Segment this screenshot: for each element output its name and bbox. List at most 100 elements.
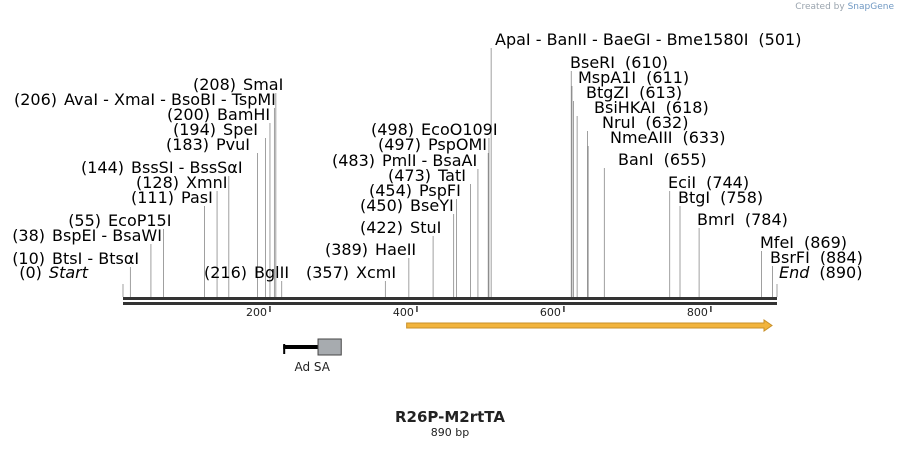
site-position: (890) (819, 263, 862, 282)
site-mspa1i: MspA1I (611) (578, 68, 689, 87)
site-bsssi-bsss-i: (144) BssSI - BssSαI (81, 158, 243, 177)
site-labels: (10) BtsI - BtsαI (0) Start(38) BspEI - BsaW… (12, 30, 863, 282)
site-spei: (194) SpeI (173, 120, 258, 139)
site-ecii: EciI (744) (668, 173, 749, 192)
site-name: PspOMI (428, 135, 487, 154)
site-name: BmrI (697, 210, 735, 229)
site-name: PmlI - BsaAI (382, 151, 477, 170)
site-bglii: (216) BglII (204, 263, 289, 282)
site-position: (200) (167, 105, 210, 124)
site-position: (497) (378, 135, 421, 154)
site-position: (422) (360, 218, 403, 237)
site-position: (55) (68, 211, 101, 230)
site-avai-xmai-bsobi-tspmi: (206) AvaI - XmaI - BsoBI - TspMI (14, 90, 276, 109)
tick-label: 400 (393, 306, 414, 319)
site-position: (208) (193, 75, 236, 94)
features-track: Ad SA (283, 319, 773, 374)
snapgene-logo: SnapGene (847, 2, 894, 12)
site-name: PspFI (419, 181, 461, 200)
site-position: (450) (360, 196, 403, 215)
site-position: (758) (720, 188, 763, 207)
site-name: BseYI (410, 196, 454, 215)
site-stui: (422) StuI (360, 218, 441, 237)
site-position: (618) (666, 98, 709, 117)
rttA-feature-arrow (406, 319, 773, 332)
site-position: (389) (325, 240, 368, 259)
snapgene-credit: Created by SnapGene (795, 2, 894, 12)
sequence-name: R26P-M2rtTA (395, 408, 505, 426)
site-pspomi: (497) PspOMI (378, 135, 487, 154)
site-position: (784) (745, 210, 788, 229)
site-ecop15i: (55) EcoP15I (68, 211, 171, 230)
site-pmli-bsaai: (483) PmlI - BsaAI (332, 151, 477, 170)
site-name: EcoP15I (108, 211, 171, 230)
tick-label: 800 (687, 306, 708, 319)
site-position: (610) (625, 53, 668, 72)
site-pspfi: (454) PspFI (369, 181, 461, 200)
site-name: BspEI - BsaWI (52, 226, 162, 245)
site-position: (111) (131, 188, 174, 207)
site-name: BseRI (570, 53, 615, 72)
site-name: ApaI - BanII - BaeGI - Bme1580I (495, 30, 748, 49)
ruler-ticks: 200 400 600 800 (246, 306, 712, 319)
site-bseri: BseRI (610) (570, 53, 668, 72)
ad-sa-label: Ad SA (294, 360, 330, 374)
site-bani: BanI (655) (618, 150, 707, 169)
tick-label: 200 (246, 306, 267, 319)
site-name: Start (49, 263, 89, 282)
site-name: BtsI - BtsαI (52, 249, 139, 268)
ad-sa-exon-box (317, 338, 342, 356)
site-position: (744) (706, 173, 749, 192)
site-bsihkai: BsiHKAI (618) (594, 98, 709, 117)
site-btgzi: BtgZI (613) (586, 83, 682, 102)
site-position: (632) (645, 113, 688, 132)
site-name: SmaI (243, 75, 283, 94)
site-position: (10) (12, 249, 45, 268)
site-name: StuI (410, 218, 441, 237)
site-apai-banii-baegi-bme1580i: ApaI - BanII - BaeGI - Bme1580I (501) (495, 30, 801, 49)
site-position: (144) (81, 158, 124, 177)
site-name: BsiHKAI (594, 98, 656, 117)
site-position: (0) (19, 263, 42, 282)
site-position: (633) (683, 128, 726, 147)
site-name: XcmI (356, 263, 396, 282)
site-tati: (473) TatI (388, 166, 466, 185)
site-btsi-bts-i: (10) BtsI - BtsαI (12, 249, 139, 268)
site-pvui: (183) PvuI (166, 135, 250, 154)
site-position: (498) (371, 120, 414, 139)
site-start: (0) Start (19, 263, 88, 282)
site-name: EciI (668, 173, 696, 192)
site-position: (473) (388, 166, 431, 185)
dna-backbone (123, 297, 777, 305)
site-name: EcoO109I (421, 120, 498, 139)
site-name: PasI (181, 188, 213, 207)
site-name: BamHI (217, 105, 270, 124)
site-position: (869) (804, 233, 847, 252)
leader-lines (122, 48, 778, 297)
site-name: TatI (437, 166, 466, 185)
site-name: AvaI - XmaI - BsoBI - TspMI (64, 90, 276, 109)
site-position: (884) (820, 248, 863, 267)
site-end: End (890) (779, 263, 862, 282)
site-position: (216) (204, 263, 247, 282)
site-position: (194) (173, 120, 216, 139)
site-position: (611) (646, 68, 689, 87)
site-haeii: (389) HaeII (325, 240, 416, 259)
site-position: (655) (664, 150, 707, 169)
site-name: BssSI - BssSαI (131, 158, 243, 177)
site-nrui: NruI (632) (602, 113, 688, 132)
site-position: (357) (306, 263, 349, 282)
site-name: NruI (602, 113, 635, 132)
site-position: (38) (12, 226, 45, 245)
tick-label: 600 (540, 306, 561, 319)
site-xcmi: (357) XcmI (306, 263, 396, 282)
site-bsrfi: BsrFI (884) (770, 248, 863, 267)
site-name: MspA1I (578, 68, 636, 87)
site-ecoo109i: (498) EcoO109I (371, 120, 498, 139)
sequence-length: 890 bp (430, 426, 470, 439)
site-position: (183) (166, 135, 209, 154)
site-name: BglII (254, 263, 289, 282)
site-name: BanI (618, 150, 654, 169)
site-bspei-bsawi: (38) BspEI - BsaWI (12, 226, 162, 245)
